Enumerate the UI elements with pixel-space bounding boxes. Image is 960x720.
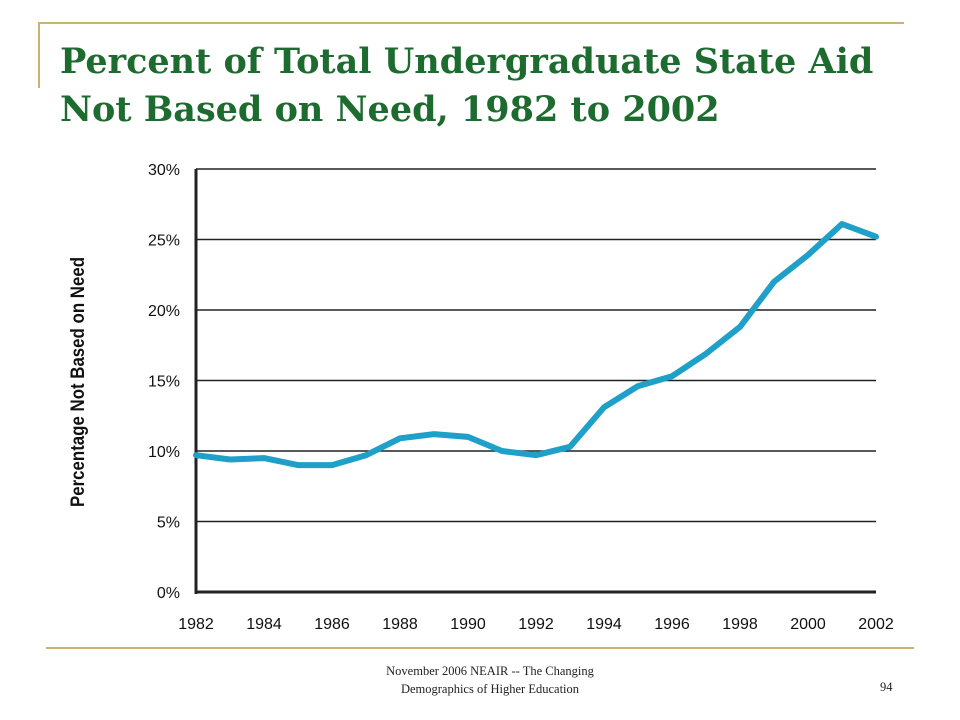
chart-series (193, 221, 879, 469)
x-tick-label: 2000 (790, 616, 826, 633)
y-tick-label: 15% (148, 374, 180, 391)
chart-gridlines (196, 168, 876, 523)
chart-tick-labels: 0% 5% 10% 15% 20% 25% 30% 1982 1984 1986 1988 1990 1… (148, 162, 894, 633)
y-tick-label: 5% (157, 515, 180, 532)
x-tick-label: 1988 (382, 616, 418, 633)
slide-title: Percent of Total Undergraduate State Aid… (60, 38, 920, 134)
x-tick-label: 2002 (858, 616, 894, 633)
x-tick-label: 1996 (654, 616, 690, 633)
frame-bottom-line (46, 647, 914, 649)
frame-left-line (38, 22, 40, 88)
line-chart: 0% 5% 10% 15% 20% 25% 30% 1982 1984 1986 1988 1990 1… (68, 162, 894, 633)
y-tick-label: 25% (148, 233, 180, 250)
y-tick-label: 20% (148, 303, 180, 320)
frame-top-line (40, 22, 904, 24)
slide-title-line-2: Not Based on Need, 1982 to 2002 (60, 89, 720, 130)
y-tick-label: 0% (157, 585, 180, 602)
x-tick-label: 1986 (314, 616, 350, 633)
y-tick-label: 30% (148, 162, 180, 179)
footer-line-2: Demographics of Higher Education (400, 682, 580, 696)
series-line (193, 221, 879, 469)
page-number: 94 (880, 680, 893, 694)
footer-line-1: November 2006 NEAIR -- The Changing (386, 664, 594, 678)
y-axis-title: Percentage Not Based on Need (68, 257, 89, 507)
x-tick-label: 1990 (450, 616, 486, 633)
x-tick-label: 1998 (722, 616, 758, 633)
footer-text: November 2006 NEAIR -- The Changing Demo… (340, 662, 640, 698)
x-tick-label: 1994 (586, 616, 622, 633)
chart-axes (194, 169, 876, 594)
y-tick-label: 10% (148, 444, 180, 461)
x-tick-label: 1992 (518, 616, 554, 633)
x-tick-label: 1984 (246, 616, 282, 633)
x-tick-label: 1982 (178, 616, 214, 633)
slide-title-line-1: Percent of Total Undergraduate State Aid (60, 41, 874, 82)
